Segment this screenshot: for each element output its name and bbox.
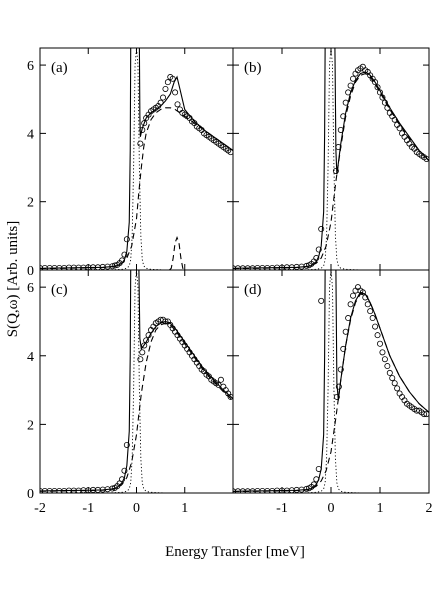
x-tick-label: 1 bbox=[181, 501, 188, 516]
fit-line-total bbox=[233, 48, 429, 269]
x-tick-label: 0 bbox=[133, 501, 140, 516]
data-point bbox=[340, 345, 347, 352]
x-tick-label: -1 bbox=[82, 501, 94, 516]
panel-frame bbox=[232, 47, 430, 271]
panel-label: (b) bbox=[244, 60, 262, 76]
data-point bbox=[335, 383, 342, 390]
data-point bbox=[174, 101, 181, 108]
y-tick-label: 6 bbox=[27, 281, 34, 296]
fit-line-dashed bbox=[233, 293, 429, 493]
panels-group: 0 2 4 6 (a) (b) 0 2 4 6 -2 -1 0 1 (c) -1 0 1 2 (d) bbox=[27, 47, 433, 516]
data-point bbox=[367, 308, 374, 315]
data-point bbox=[141, 120, 148, 127]
series-group bbox=[40, 48, 233, 270]
fit-line-dashed bbox=[168, 235, 186, 270]
data-point bbox=[423, 411, 429, 418]
data-point bbox=[391, 380, 398, 387]
fit-line-dotted bbox=[40, 270, 233, 493]
x-tick-label: 1 bbox=[377, 501, 384, 516]
data-point bbox=[162, 85, 169, 92]
data-point bbox=[347, 301, 354, 308]
data-point bbox=[137, 356, 144, 363]
fit-line-dotted bbox=[233, 48, 429, 270]
data-point bbox=[123, 441, 130, 448]
series-group bbox=[233, 48, 429, 270]
series-group bbox=[40, 270, 233, 493]
y-tick-label: 6 bbox=[27, 59, 34, 74]
fit-line-total bbox=[233, 270, 429, 492]
data-point bbox=[227, 149, 233, 156]
data-point bbox=[386, 369, 393, 376]
fit-line-dotted bbox=[40, 48, 233, 270]
panel-label: (d) bbox=[244, 282, 262, 298]
panel-a: 0 2 4 6 (a) bbox=[27, 47, 234, 279]
data-point bbox=[372, 79, 379, 86]
data-point bbox=[315, 246, 322, 253]
fit-line-dotted bbox=[233, 270, 429, 493]
data-point bbox=[374, 332, 381, 339]
fit-line-dashed bbox=[40, 322, 233, 492]
data-point bbox=[160, 94, 167, 101]
panel-frame bbox=[39, 269, 234, 494]
panel-c: 0 2 4 6 -2 -1 0 1 (c) bbox=[27, 269, 234, 516]
data-point bbox=[123, 236, 130, 243]
data-point bbox=[217, 376, 224, 383]
data-point bbox=[394, 385, 401, 392]
data-point bbox=[141, 342, 148, 349]
series-group bbox=[233, 270, 429, 493]
data-point bbox=[337, 366, 344, 373]
y-axis-label: S(Q,ω) [Arb. units] bbox=[5, 221, 21, 338]
x-tick-label: -1 bbox=[276, 501, 288, 516]
data-point bbox=[421, 411, 428, 418]
data-point bbox=[350, 75, 357, 82]
data-point bbox=[423, 156, 429, 162]
data-point bbox=[350, 292, 357, 299]
data-point bbox=[384, 363, 391, 370]
data-point bbox=[172, 89, 179, 96]
data-point bbox=[162, 318, 169, 325]
data-point bbox=[164, 79, 171, 86]
x-tick-label: 2 bbox=[426, 501, 433, 516]
fit-line-dashed bbox=[40, 107, 233, 270]
fit-line-total bbox=[40, 270, 233, 492]
fit-line-total bbox=[40, 48, 233, 269]
data-point bbox=[121, 467, 128, 474]
y-tick-label: 0 bbox=[27, 487, 34, 502]
data-point bbox=[332, 167, 339, 174]
data-point bbox=[121, 251, 128, 258]
x-axis-label: Energy Transfer [meV] bbox=[165, 544, 305, 560]
panel-b: (b) bbox=[232, 47, 430, 271]
data-point bbox=[372, 323, 379, 330]
y-tick-label: 4 bbox=[27, 127, 34, 142]
data-point bbox=[389, 375, 396, 382]
y-tick-label: 4 bbox=[27, 350, 34, 365]
data-point bbox=[137, 140, 144, 147]
data-point bbox=[318, 226, 325, 233]
panel-label: (c) bbox=[51, 282, 68, 298]
data-point bbox=[169, 75, 176, 82]
x-tick-label: -2 bbox=[34, 501, 46, 516]
y-tick-label: 2 bbox=[27, 196, 34, 211]
data-point bbox=[376, 340, 383, 347]
data-point bbox=[381, 356, 388, 363]
panel-label: (a) bbox=[51, 60, 68, 76]
fit-line-dashed bbox=[233, 73, 429, 270]
data-point bbox=[318, 297, 325, 304]
data-point bbox=[374, 84, 381, 91]
y-tick-label: 2 bbox=[27, 418, 34, 433]
data-point bbox=[227, 393, 233, 400]
y-tick-label: 0 bbox=[27, 264, 34, 279]
data-point bbox=[139, 349, 146, 356]
data-point bbox=[333, 393, 340, 400]
panel-frame bbox=[232, 269, 430, 494]
panel-d: -1 0 1 2 (d) bbox=[232, 269, 433, 516]
x-tick-label: 0 bbox=[328, 501, 335, 516]
data-point bbox=[369, 315, 376, 322]
data-point bbox=[379, 349, 386, 356]
panel-frame bbox=[39, 47, 234, 271]
